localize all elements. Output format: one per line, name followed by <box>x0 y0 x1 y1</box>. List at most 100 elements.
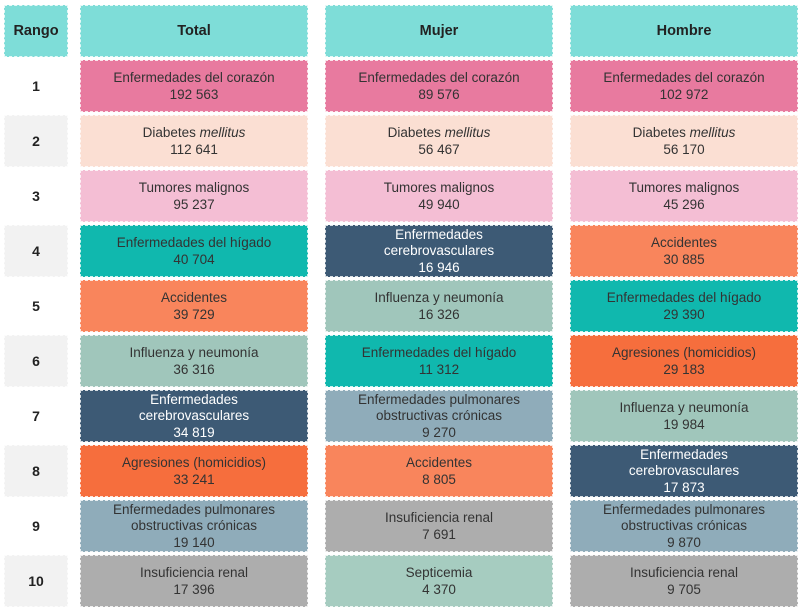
cause-label: Insuficiencia renal <box>629 564 739 580</box>
cause-label: Enfermedades del hígado <box>606 289 762 305</box>
cause-value: 29 183 <box>663 361 705 377</box>
hombre-rank1-cell: Enfermedades del corazón 102 972 <box>570 60 798 112</box>
cause-label: Enfermedades cerebrovasculares <box>628 446 740 478</box>
hombre-rank5-cell: Enfermedades del hígado 29 390 <box>570 280 798 332</box>
cause-label: Enfermedades del corazón <box>358 69 520 85</box>
cause-label: Tumores malignos <box>628 179 740 195</box>
cause-value: 102 972 <box>659 86 709 102</box>
mujer-rank1-cell: Enfermedades del corazón 89 576 <box>325 60 553 112</box>
cause-label: Accidentes <box>160 289 228 305</box>
mujer-rank4-cell: Enfermedades cerebrovasculares 16 946 <box>325 225 553 277</box>
cause-label: Enfermedades del hígado <box>116 234 272 250</box>
mujer-column-header: Mujer <box>325 5 553 57</box>
cause-label: Enfermedades pulmonares obstructivas cró… <box>602 501 766 533</box>
cause-label: Agresiones (homicidios) <box>611 344 757 360</box>
cause-label: Accidentes <box>405 454 473 470</box>
mujer-rank10-cell: Septicemia 4 370 <box>325 555 553 607</box>
cause-value: 7 691 <box>422 526 456 542</box>
cause-value: 33 241 <box>173 471 215 487</box>
mujer-rank2-cell: Diabetes mellitus 56 467 <box>325 115 553 167</box>
cause-label: Enfermedades pulmonares obstructivas cró… <box>357 391 521 423</box>
cause-value: 11 312 <box>418 361 460 377</box>
rank-7: 7 <box>4 390 68 442</box>
cause-label: Enfermedades del corazón <box>603 69 765 85</box>
cause-value: 30 885 <box>663 251 705 267</box>
rank-1: 1 <box>4 60 68 112</box>
hombre-rank7-cell: Influenza y neumonía 19 984 <box>570 390 798 442</box>
cause-label: Influenza y neumonía <box>129 344 259 360</box>
cause-value: 56 467 <box>418 141 460 157</box>
cause-label: Diabetes mellitus <box>387 124 491 140</box>
mujer-rank9-cell: Insuficiencia renal 7 691 <box>325 500 553 552</box>
total-rank7-cell: Enfermedades cerebrovasculares 34 819 <box>80 390 308 442</box>
rank-2: 2 <box>4 115 68 167</box>
mujer-rank3-cell: Tumores malignos 49 940 <box>325 170 553 222</box>
cause-value: 17 396 <box>173 581 215 597</box>
cause-value: 9 270 <box>422 424 456 440</box>
cause-label: Influenza y neumonía <box>374 289 504 305</box>
hombre-column: Hombre Enfermedades del corazón 102 972 … <box>570 5 798 607</box>
cause-value: 45 296 <box>663 196 705 212</box>
total-column: Total Enfermedades del corazón 192 563 D… <box>80 5 308 607</box>
cause-label: Enfermedades del hígado <box>361 344 517 360</box>
cause-value: 95 237 <box>173 196 215 212</box>
cause-value: 112 641 <box>170 141 218 157</box>
mujer-rank5-cell: Influenza y neumonía 16 326 <box>325 280 553 332</box>
total-rank2-cell: Diabetes mellitus 112 641 <box>80 115 308 167</box>
total-rank3-cell: Tumores malignos 95 237 <box>80 170 308 222</box>
rank-10: 10 <box>4 555 68 607</box>
cause-value: 39 729 <box>173 306 215 322</box>
mujer-rank6-cell: Enfermedades del hígado 11 312 <box>325 335 553 387</box>
cause-label: Diabetes mellitus <box>142 124 246 140</box>
hombre-column-header: Hombre <box>570 5 798 57</box>
total-rank10-cell: Insuficiencia renal 17 396 <box>80 555 308 607</box>
total-rank4-cell: Enfermedades del hígado 40 704 <box>80 225 308 277</box>
cause-label: Enfermedades del corazón <box>113 69 275 85</box>
cause-label: Enfermedades cerebrovasculares <box>138 391 250 423</box>
rank-8: 8 <box>4 445 68 497</box>
cause-label: Enfermedades cerebrovasculares <box>383 226 495 258</box>
rank-5: 5 <box>4 280 68 332</box>
total-rank8-cell: Agresiones (homicidios) 33 241 <box>80 445 308 497</box>
cause-value: 9 705 <box>667 581 701 597</box>
mujer-rank8-cell: Accidentes 8 805 <box>325 445 553 497</box>
cause-label: Insuficiencia renal <box>384 509 494 525</box>
rank-column-header: Rango <box>4 5 68 57</box>
rank-6: 6 <box>4 335 68 387</box>
mujer-rank7-cell: Enfermedades pulmonares obstructivas cró… <box>325 390 553 442</box>
cause-value: 49 940 <box>418 196 460 212</box>
cause-value: 9 870 <box>667 534 701 550</box>
total-column-header: Total <box>80 5 308 57</box>
cause-value: 19 140 <box>173 534 215 550</box>
cause-label: Diabetes mellitus <box>632 124 736 140</box>
cause-value: 34 819 <box>173 424 215 440</box>
cause-label: Influenza y neumonía <box>619 399 749 415</box>
rank-3: 3 <box>4 170 68 222</box>
cause-label: Tumores malignos <box>383 179 495 195</box>
cause-value: 19 984 <box>663 416 705 432</box>
hombre-rank2-cell: Diabetes mellitus 56 170 <box>570 115 798 167</box>
cause-value: 16 946 <box>418 259 460 275</box>
total-rank6-cell: Influenza y neumonía 36 316 <box>80 335 308 387</box>
cause-label: Accidentes <box>650 234 718 250</box>
hombre-rank10-cell: Insuficiencia renal 9 705 <box>570 555 798 607</box>
rank-9: 9 <box>4 500 68 552</box>
cause-value: 89 576 <box>418 86 460 102</box>
cause-label: Enfermedades pulmonares obstructivas cró… <box>112 501 276 533</box>
cause-value: 29 390 <box>663 306 705 322</box>
mujer-column: Mujer Enfermedades del corazón 89 576 Di… <box>325 5 553 607</box>
hombre-rank3-cell: Tumores malignos 45 296 <box>570 170 798 222</box>
rank-4: 4 <box>4 225 68 277</box>
rank-column: Rango 1 2 3 4 5 6 7 8 9 10 <box>4 5 68 607</box>
cause-value: 16 326 <box>418 306 460 322</box>
cause-label: Agresiones (homicidios) <box>121 454 267 470</box>
cause-value: 4 370 <box>422 581 456 597</box>
hombre-rank6-cell: Agresiones (homicidios) 29 183 <box>570 335 798 387</box>
cause-label: Tumores malignos <box>138 179 250 195</box>
cause-value: 17 873 <box>663 479 705 495</box>
cause-value: 40 704 <box>173 251 215 267</box>
total-rank1-cell: Enfermedades del corazón 192 563 <box>80 60 308 112</box>
cause-label: Septicemia <box>405 564 473 580</box>
cause-value: 56 170 <box>663 141 705 157</box>
